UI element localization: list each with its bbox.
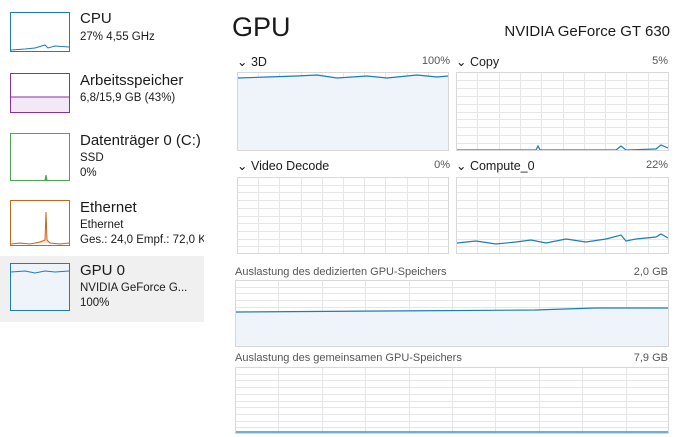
graph-label[interactable]: ⌄ 3D (237, 55, 267, 69)
text: Compute_0 (469, 159, 535, 173)
detail: 6,8/15,9 GB (43%) (80, 92, 176, 104)
thumb (10, 133, 70, 181)
nav-cpu[interactable]: CPU 27% 4,55 GHz (0, 8, 204, 58)
text: Copy (469, 55, 500, 69)
thumb (10, 263, 70, 311)
title: CPU (80, 10, 112, 27)
graph-value: 100% (421, 55, 450, 67)
memory-value: 2,0 GB (633, 266, 668, 278)
nav-gpu[interactable]: GPU 0 NVIDIA GeForce G... 100% (0, 258, 204, 318)
memory-value: 7,9 GB (633, 352, 668, 364)
usage-area (236, 308, 668, 346)
usage-line (456, 233, 669, 245)
usage-line (235, 307, 668, 313)
usage-line (457, 144, 669, 151)
text: 3D (250, 55, 267, 69)
title: GPU 0 (80, 262, 126, 279)
graph-border (237, 177, 449, 254)
graph-value: 0% (434, 159, 450, 171)
title: Arbeitsspeicher (80, 72, 184, 89)
graph-border (456, 177, 669, 254)
graph-value: 22% (645, 159, 668, 171)
detail: 100% (80, 297, 110, 309)
detail: Ethernet (80, 219, 124, 231)
title: Datenträger 0 (C:) (80, 132, 201, 149)
graph-copy (456, 72, 669, 151)
graph-label[interactable]: ⌄ Copy (456, 55, 500, 69)
graph-shared-memory (235, 367, 669, 434)
memory-label: Auslastung des gemeinsamen GPU-Speichers (235, 352, 462, 364)
detail: 0% (80, 167, 97, 179)
graph-label[interactable]: ⌄ Compute_0 (456, 159, 535, 173)
graph-compute (456, 177, 669, 254)
memory-label: Auslastung des dedizierten GPU-Speichers (235, 266, 447, 278)
usage-area (238, 75, 448, 150)
graph-value: 5% (652, 55, 668, 67)
detail: SSD (80, 152, 104, 164)
graph-border (235, 280, 669, 347)
page-title: GPU (232, 12, 291, 42)
detail: NVIDIA GeForce G... (80, 282, 188, 294)
graph-video-decode (237, 177, 449, 254)
nav-ethernet[interactable]: Ethernet Ethernet Ges.: 24,0 Empf.: 72,0… (0, 195, 204, 251)
graph-3d (237, 72, 449, 151)
device-name: NVIDIA GeForce GT 630 (504, 23, 670, 40)
detail: Ges.: 24,0 Empf.: 72,0 KB (80, 234, 204, 246)
detail: 27% 4,55 GHz (80, 31, 155, 43)
text: Video Decode (250, 159, 330, 173)
graph-label[interactable]: ⌄ Video Decode (237, 159, 330, 173)
title: Ethernet (80, 199, 137, 216)
thumb (10, 73, 70, 113)
thumb (10, 12, 70, 52)
usage-line (237, 74, 449, 79)
nav-disk[interactable]: Datenträger 0 (C:) SSD 0% (0, 128, 204, 188)
graph-border (456, 72, 669, 151)
nav-memory[interactable]: Arbeitsspeicher 6,8/15,9 GB (43%) (0, 68, 204, 118)
graph-border (235, 367, 669, 434)
thumb (10, 200, 70, 246)
graph-border (237, 72, 449, 151)
graph-dedicated-memory (235, 280, 669, 347)
